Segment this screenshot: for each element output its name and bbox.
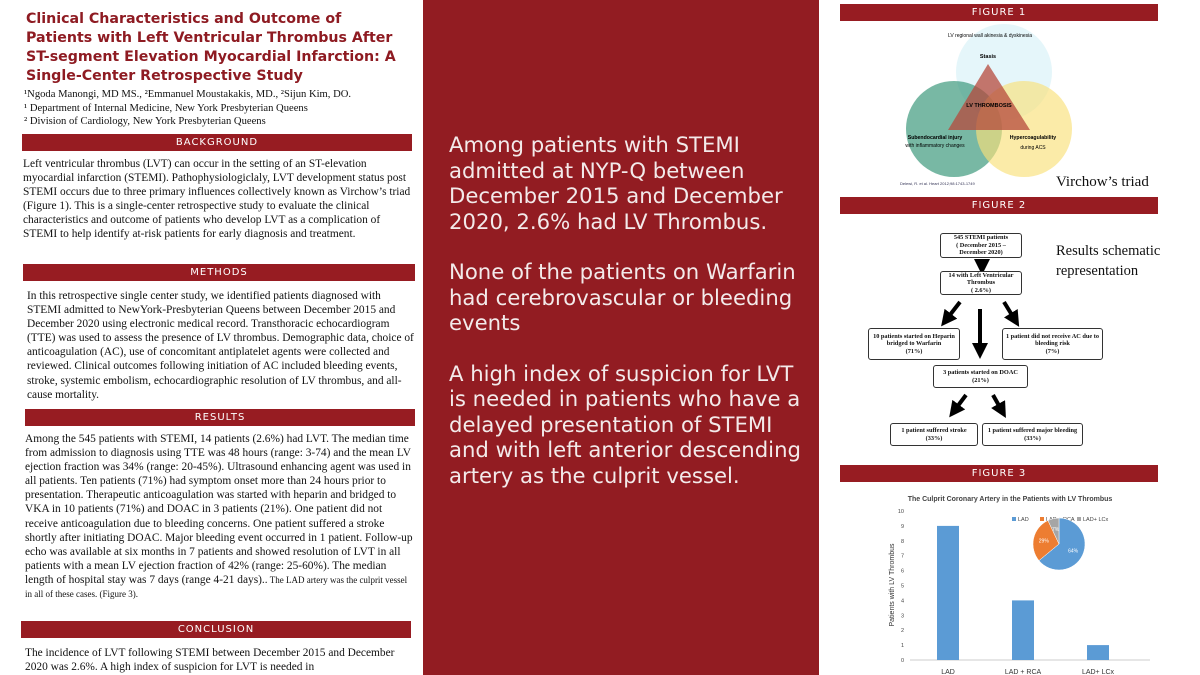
y-tick-label: 7 [901,554,904,560]
results-main: Among the 545 patients with STEMI, 14 pa… [25,433,413,586]
pie-label: 29% [1039,539,1050,545]
left-sub: with inflammatory changes [905,143,965,149]
stasis-label: Stasis [980,54,996,60]
results-text: Among the 545 patients with STEMI, 14 pa… [25,432,415,601]
x-tick-label: LAD+ LCx [1082,669,1115,675]
flow-box-warfarin: 10 patients started on Heparin bridged t… [868,328,960,360]
y-tick-label: 10 [898,509,904,515]
figure2-header: FIGURE 2 [840,197,1158,214]
pie-label: 64% [1068,549,1079,555]
arrow [949,393,968,418]
highlight-panel [423,0,819,675]
bar-LAD + RCA [1012,600,1034,660]
y-tick-label: 5 [901,584,904,590]
figure1-header: FIGURE 1 [840,4,1158,21]
affiliation-1: ¹ Department of Internal Medicine, New Y… [24,102,308,114]
flowchart-arrows [941,259,1020,418]
y-tick-label: 8 [901,539,904,545]
flow-box-bleeding: 1 patient suffered major bleeding (33%) [982,423,1083,446]
x-tick-label: LAD + RCA [1005,669,1042,675]
center-label: LV THROMBOSIS [966,103,1012,109]
pie-slice-LAD [1038,517,1086,571]
results-note: The LAD artery was the culprit vessel in… [25,574,408,600]
right-sub: during ACS [1020,145,1046,151]
y-tick-label: 0 [901,658,904,664]
finding-1: Among patients with STEMI admitted at NY… [449,132,783,234]
finding-2: None of the patients on Warfarin had cer… [449,259,796,335]
x-tick-label: LAD [941,669,955,675]
chart-title: The Culprit Coronary Artery in the Patie… [908,496,1113,503]
methods-text: In this retrospective single center stud… [27,290,414,401]
authors: ¹Ngoda Manongi, MD MS., ²Emmanuel Mousta… [24,88,414,129]
y-tick-label: 9 [901,524,904,530]
flow-box-doac: 3 patients started on DOAC (21%) [933,365,1028,388]
left-label: Subendocardial injury [908,135,963,141]
y-tick-label: 3 [901,613,904,619]
conclusion-header: CONCLUSION [21,621,411,638]
y-tick-label: 4 [901,598,904,604]
author-names: ¹Ngoda Manongi, MD MS., ²Emmanuel Mousta… [24,89,352,100]
y-tick-label: 6 [901,569,904,575]
right-label: Hypercoagulability [1010,135,1057,141]
methods-header: METHODS [23,264,415,281]
flow-box-stroke: 1 patient suffered stroke (33%) [890,423,978,446]
legend-swatch [1077,517,1081,521]
results-header: RESULTS [25,409,415,426]
pie-slice-LAD+ LCx [1047,517,1060,545]
arrow [1002,300,1020,327]
figure2-caption: Results schematic representation [1056,243,1161,279]
figure3-header: FIGURE 3 [840,465,1158,482]
legend-label: LAD [1018,517,1029,523]
flow-box-lvt: 14 with Left Ventricular Thrombus( 2.6%) [940,271,1022,295]
legend-swatch [1012,517,1016,521]
flow-box-stemi: 545 STEMI patients( December 2015 – Dece… [940,233,1022,258]
y-tick-label: 2 [901,628,904,634]
poster-title: Clinical Characteristics and Outcome of … [26,11,396,84]
flow-box-no-ac: 1 patient did not receive AC due to blee… [1002,328,1103,360]
background-header: BACKGROUND [22,134,412,151]
culprit-artery-chart: The Culprit Coronary Artery in the Patie… [889,496,1150,675]
legend-label: LAD+ LCx [1083,517,1108,523]
y-axis-label: Patients with LV Thrombus [889,543,896,627]
background-text: Left ventricular thrombus (LVT) can occu… [23,158,411,241]
arrow [991,394,1006,418]
finding-3: A high index of suspicion for LVT is nee… [449,360,801,488]
affiliation-2: ² Division of Cardiology, New York Presb… [24,116,266,127]
stasis-note: LV regional wall akinesia & dyskinesia [948,33,1032,39]
bar-LAD [937,525,959,660]
figure1-caption: Virchow’s triad [1056,174,1149,190]
legend-swatch [1040,517,1044,521]
virchow-triad-diagram: LV regional wall akinesia & dyskinesia S… [900,24,1072,186]
arrow [941,300,962,327]
thrombosis-triangle [948,64,1030,130]
y-tick-label: 1 [901,643,904,649]
conclusion-text: The incidence of LVT following STEMI bet… [25,647,395,674]
key-findings: Among patients with STEMI admitted at NY… [449,132,809,513]
pie-label: 7% [1052,527,1060,533]
citation: Delewi, R. et al. Heart 2012;98:1743-174… [900,181,975,186]
bar-LAD+ LCx [1087,645,1109,660]
